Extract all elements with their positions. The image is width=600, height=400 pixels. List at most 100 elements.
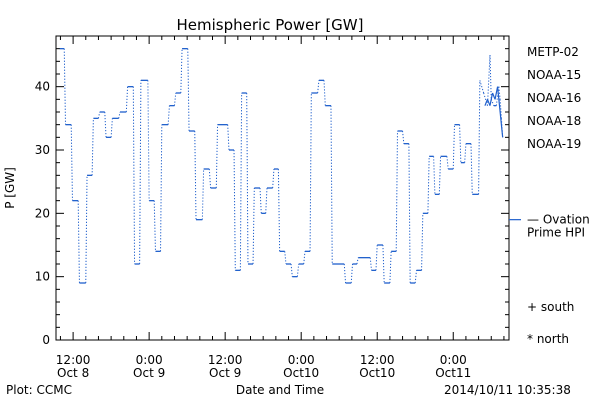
series-transition [91,118,94,176]
ovation-trace-segment [494,86,499,100]
legend-entry: NOAA-19 [527,137,581,151]
ovation-label-line2: Prime HPI [527,226,585,240]
series-transition [343,263,347,284]
series-transition [104,111,107,138]
series-transition [139,80,142,265]
series-transition [227,124,230,151]
series-transition [498,86,501,100]
series-transition [132,86,136,265]
series-transition [303,251,306,265]
series-transition [489,54,492,100]
y-tick-label: 20 [35,206,50,220]
series-transition [375,244,378,271]
series-transition [309,92,312,252]
series-transition [464,143,467,163]
series-transition [208,168,212,189]
ovation-trace-segment [499,111,504,138]
x-tick-label-date: Oct 9 [209,366,241,380]
x-tick-label-time: 12:00 [360,353,395,367]
x-tick-label-date: Oct10 [359,366,395,380]
series-transition [478,80,481,195]
series-transition [389,251,392,284]
series-layer [59,48,504,284]
y-axis: 0 10 20 30 40 [35,35,509,347]
series-transition [110,118,113,138]
series-transition [77,200,80,284]
series-transition [272,168,275,189]
series-transition [259,187,262,214]
series-transition [470,143,473,195]
series-transition [284,251,287,265]
series-transition [395,130,398,252]
series-transition [63,48,67,125]
series-transition [215,124,219,189]
x-tick-label-time: 12:00 [208,353,243,367]
series-transition [317,80,320,94]
y-tick-label: 30 [35,143,50,157]
x-tick-label-time: 0:00 [136,353,163,367]
series-transition [483,92,488,106]
series-transition [277,168,281,252]
footer-timestamp: 2014/10/11 10:35:38 [444,383,571,397]
series-transition [290,263,293,277]
plot-frame [55,35,510,341]
series-transition [70,124,73,201]
series-transition [408,143,411,284]
series-transition [187,48,190,132]
x-tick-label-date: Oct 9 [133,366,165,380]
series-transition [246,92,249,265]
series-transition [486,54,491,106]
series-transition [194,130,197,220]
series-transition [85,175,88,284]
legend-entry: NOAA-16 [527,91,581,105]
y-tick-label: 0 [42,333,50,347]
series-transition [414,270,417,284]
series-transition [239,92,243,271]
legend-entry: NOAA-18 [527,114,581,128]
ovation-trace-segment [489,92,494,106]
series-transition [323,80,326,106]
series-transition [427,156,430,214]
series-transition [97,111,101,119]
series-transition [499,99,502,119]
footer-credit: Plot: CCMC [6,383,72,397]
series-transition [350,263,354,284]
series-transition [296,263,300,277]
ovation-trace-segment [484,99,489,106]
legend-entry: NOAA-15 [527,68,581,82]
x-tick-label-time: 12:00 [56,353,91,367]
series-transition [160,124,163,252]
series-transition [167,105,170,125]
y-tick-label: 10 [35,270,50,284]
series-transition [118,111,121,119]
series-transition [125,86,129,113]
x-tick-label-time: 0:00 [288,353,315,367]
ovation-trace-segment [486,99,491,106]
series-transition [421,213,424,271]
series-transition [452,124,456,170]
chart-title: Hemispheric Power [GW] [177,16,364,34]
series-transition [356,257,359,265]
y-axis-label: P [GW] [3,167,17,209]
series-transition [153,200,156,252]
series-transition [147,80,150,201]
ovation-trace-segment [496,86,501,113]
series-transition [382,244,385,284]
north-marker-label: * north [527,332,569,346]
x-tick-label-date: Oct 8 [57,366,89,380]
x-tick-label-date: Oct10 [283,366,319,380]
x-axis-label: Date and Time [236,383,324,397]
south-marker-label: + south [527,300,574,314]
ovation-trace-segment [491,92,496,100]
series-transition [233,149,236,271]
series-transition [402,130,405,144]
series-transition [433,156,436,195]
series-transition [459,124,462,163]
legend: METP-02 NOAA-15 NOAA-16 NOAA-18 NOAA-19 — Ova… [509,45,590,346]
legend-entry: METP-02 [527,45,579,59]
series-transition [180,48,183,94]
series-transition [201,168,205,220]
y-tick-label: 40 [35,80,50,94]
